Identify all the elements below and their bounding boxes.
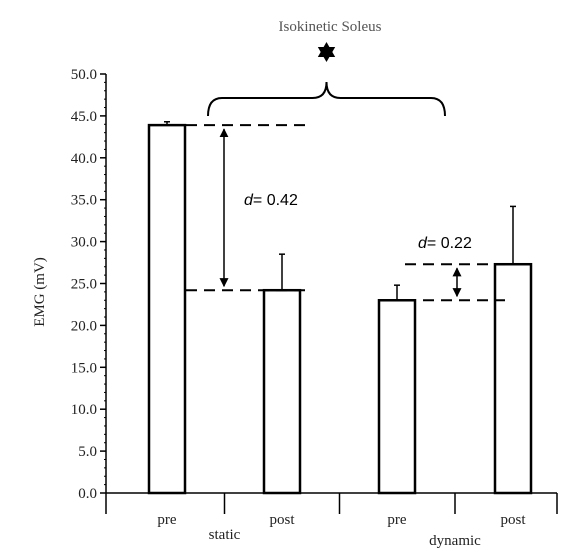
star-icon	[317, 47, 336, 62]
significance-bracket	[207, 81, 446, 117]
effect-size-label: d= 0.22	[418, 235, 472, 252]
effect-size-value: = 0.42	[253, 192, 298, 209]
bar	[493, 262, 533, 495]
y-tick-label: 45.0	[71, 109, 97, 125]
effect-size-symbol: d	[244, 192, 254, 209]
effect-size-value: = 0.22	[427, 235, 472, 252]
bar	[377, 299, 417, 495]
x-tick-label: post	[500, 512, 526, 528]
x-tick-label: pre	[387, 512, 406, 528]
x-group-label: dynamic	[429, 533, 481, 549]
axes: 0.0 5.0 10.0 15.0 20.0 25.0 30.0 35.0 40.0 45.0 50…	[71, 67, 558, 549]
chart-title: Isokinetic Soleus	[279, 19, 382, 35]
bars	[147, 121, 533, 495]
y-tick-label: 0.0	[78, 486, 97, 502]
y-tick-label: 20.0	[71, 318, 97, 334]
x-tick-label: post	[269, 512, 295, 528]
y-tick-label: 35.0	[71, 193, 97, 209]
bar	[147, 123, 187, 495]
y-tick-label: 30.0	[71, 235, 97, 251]
y-tick-label: 40.0	[71, 151, 97, 167]
annotations: d= 0.42d= 0.22	[186, 42, 505, 302]
y-tick-label: 10.0	[71, 402, 97, 418]
y-axis-label-group: EMG (mV)	[32, 257, 48, 327]
bar	[262, 288, 302, 495]
y-tick-label: 5.0	[78, 444, 97, 460]
y-axis-label: EMG (mV)	[32, 257, 48, 327]
x-group-label: static	[209, 527, 241, 543]
x-tick-label: pre	[157, 512, 176, 528]
y-tick-label: 25.0	[71, 277, 97, 293]
effect-size-symbol: d	[418, 235, 428, 252]
y-tick-label: 15.0	[71, 360, 97, 376]
effect-size-label: d= 0.42	[244, 192, 298, 209]
y-tick-label: 50.0	[71, 67, 97, 83]
